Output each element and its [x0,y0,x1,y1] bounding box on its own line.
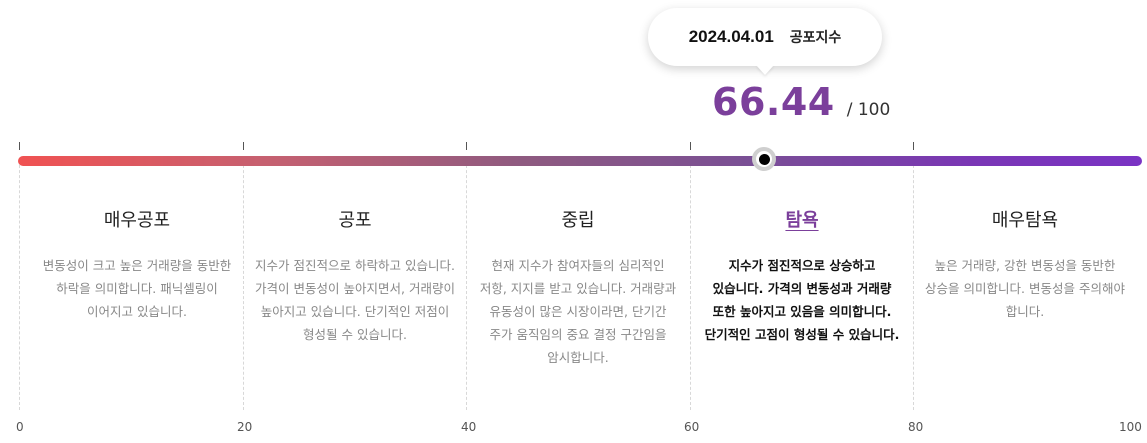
segment-description: 높은 거래량, 강한 변동성을 동반한 상승을 의미합니다. 변동성을 주의해야… [925,258,1125,319]
tick-mark [243,142,244,150]
segment-divider [243,160,244,410]
segment-description: 현재 지수가 참여자들의 심리적인 저항, 지지를 받고 있습니다. 거래량과 … [479,258,677,365]
tick-mark [913,142,914,150]
tick-mark [466,142,467,150]
segment-title: 공포 [338,210,372,231]
score-display: 66.44 / 100 [712,80,890,124]
axis-label: 60 [684,420,700,434]
axis-label: 40 [461,420,477,434]
segment-divider [913,160,914,410]
segment-neutral: 중립 현재 지수가 참여자들의 심리적인 저항, 지지를 받고 있습니다. 거래… [466,206,690,369]
segment-extreme-greed: 매우탐욕 높은 거래량, 강한 변동성을 동반한 상승을 의미합니다. 변동성을… [913,206,1137,323]
segment-divider [466,160,467,410]
tick-mark [690,142,691,150]
score-value: 66.44 [712,80,835,124]
date-tooltip: 2024.04.01 공포지수 [648,8,882,66]
tooltip-label: 공포지수 [789,30,842,46]
segment-extreme-fear: 매우공포 변동성이 크고 높은 거래량을 동반한 하락을 의미합니다. 패닉셀링… [25,206,249,323]
tick-mark [19,142,20,150]
axis-label: 20 [237,420,253,434]
segment-description: 변동성이 크고 높은 거래량을 동반한 하락을 의미합니다. 패닉셀링이 이어지… [42,258,232,319]
marker-dot [758,153,770,165]
segment-divider [19,160,20,410]
gauge-marker [752,147,777,171]
segment-title: 중립 [561,210,595,231]
segment-description: 지수가 점진적으로 상승하고 있습니다. 가격의 변동성과 거래량 또한 높아지… [704,258,900,342]
fear-greed-gauge-bar [18,156,1142,166]
segment-fear: 공포 지수가 점진적으로 하락하고 있습니다. 가격이 변동성이 높아지면서, … [243,206,467,346]
segment-divider [690,160,691,410]
segment-title: 매우공포 [103,210,171,231]
axis-label: 0 [16,420,24,434]
axis-label: 80 [908,420,924,434]
tooltip-date: 2024.04.01 [688,27,774,46]
segment-description: 지수가 점진적으로 하락하고 있습니다. 가격이 변동성이 높아지면서, 거래량… [255,258,455,342]
segment-title-active[interactable]: 탐욕 [785,210,819,231]
score-max: / 100 [846,100,891,120]
axis-label: 100 [1119,420,1142,434]
segment-greed: 탐욕 지수가 점진적으로 상승하고 있습니다. 가격의 변동성과 거래량 또한 … [690,206,914,346]
segment-title: 매우탐욕 [991,210,1059,231]
